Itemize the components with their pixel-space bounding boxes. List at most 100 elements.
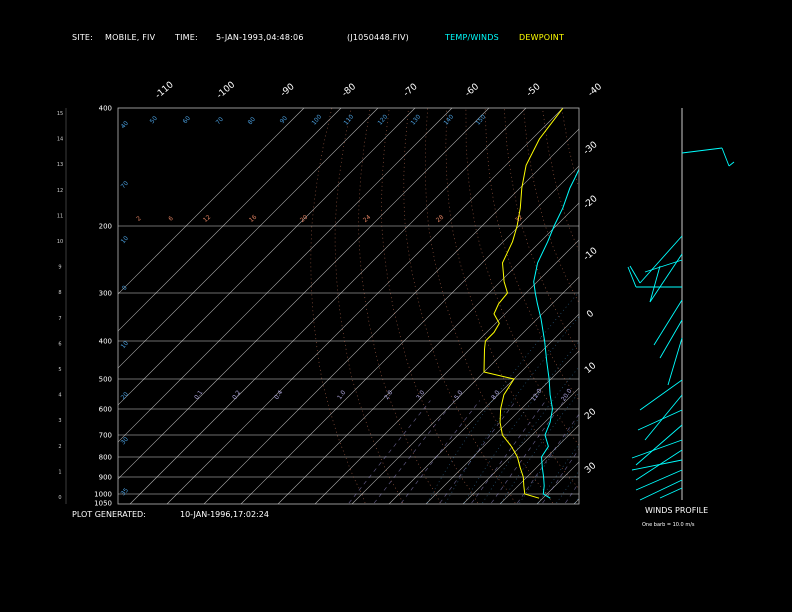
adiabat-label: 80 [247,116,257,126]
winds-profile-title: WINDS PROFILE [645,506,709,515]
top-isotherm-label: -90 [279,82,297,99]
temperature-line [533,168,579,499]
moist-adiabat-line [426,291,579,504]
dry-adiabat-line [581,108,792,503]
height-tick-label: 15 [57,111,63,117]
isotherm-line [499,424,579,504]
top-isotherm-label: -70 [402,82,420,99]
adiabat-label: 70 [215,116,225,126]
dry-adiabat-line [465,108,579,446]
dry-adiabat-line [358,108,441,504]
isotherm-line [536,461,579,504]
wind-barb [635,424,683,466]
top-isotherm-label: -60 [463,82,481,99]
left-adiabat-label: 30 [120,436,130,446]
left-adiabat-label: 70 [120,180,130,190]
moist-adiabat-line [500,391,579,504]
dry-adiabat-line [619,108,792,503]
height-tick-label: 12 [57,188,63,194]
isotherm-line [118,108,342,332]
wind-barb [659,319,683,359]
wind-barb [644,394,683,441]
mixing-ratio-label: 1.0 [336,389,347,401]
isotherm-line [118,108,379,369]
left-adiabat-label: 20 [120,391,130,401]
mixing-ratio-line [542,448,579,504]
right-isotherm-label: -30 [582,140,600,157]
isotherm-line [314,239,579,504]
dry-adiabat-line [424,108,553,504]
height-tick-label: 14 [57,137,63,143]
pressure-tick-label: 200 [99,223,112,231]
dry-adiabat-line [561,108,579,189]
moist-adiabat-line [612,226,792,503]
height-tick-label: 2 [58,444,61,450]
wind-barb [635,469,683,491]
theta-label: 6 [167,215,175,223]
height-tick-label: 9 [58,265,61,271]
wind-barb [637,409,683,431]
wind-barb [629,265,641,284]
wind-barb [639,379,683,411]
theta-label: 20 [299,214,309,224]
dry-adiabat-line [503,108,579,354]
isotherm-line [277,202,579,504]
pressure-tick-label: 700 [99,432,112,440]
plot-generated-label: PLOT GENERATED: [72,510,146,519]
wind-barb [649,265,661,303]
pressure-tick-label: 300 [99,290,112,298]
height-tick-label: 7 [58,316,61,322]
adiabat-label: 50 [149,115,159,125]
winds-barb-note: One barb = 10.0 m/s [642,522,695,528]
height-tick-label: 6 [58,341,61,347]
height-tick-label: 0 [58,495,61,501]
left-adiabat-label: 35 [120,487,130,497]
mixing-ratio-label: 5.0 [453,389,464,401]
height-tick-label: 1 [58,469,61,475]
mixing-ratio-label: 3.0 [415,389,426,401]
isotherm-line [573,498,579,504]
isotherm-line [129,108,527,504]
right-isotherm-label: -10 [582,246,600,263]
wind-barb [639,479,683,501]
adiabat-label: 40 [120,120,130,130]
isotherm-line [685,108,792,504]
wind-barb [721,147,730,167]
file-id: (J1050448.FIV) [347,33,410,42]
wind-barb [644,259,683,273]
mixing-ratio-label: 2.0 [383,389,394,401]
moist-adiabat-line [445,316,579,504]
moist-adiabat-line [537,443,579,504]
site-value: MOBILE, FIV [105,33,156,42]
isotherm-line [611,108,792,504]
pressure-tick-label: 1000 [94,491,112,499]
moist-adiabat-line [463,341,579,504]
mixing-ratio-line [373,400,455,504]
isotherm-line [351,276,579,504]
top-isotherm-label: -80 [340,82,358,99]
wind-barb [728,161,735,167]
right-isotherm-label: 10 [583,361,598,376]
adiabat-label: 100 [310,113,323,126]
pressure-tick-label: 600 [99,406,112,414]
mixing-ratio-line [348,400,431,504]
wind-barb [659,487,683,499]
dry-adiabat-line [677,108,792,503]
moist-adiabat-line [631,226,792,503]
right-isotherm-label: 0 [585,309,596,321]
mixing-ratio-line [400,400,480,504]
pressure-tick-label: 500 [99,376,112,384]
dry-adiabat-line [484,108,579,401]
height-tick-label: 10 [57,239,63,245]
wind-barb [667,337,683,386]
top-isotherm-label: -50 [525,82,543,99]
top-isotherm-label: -100 [215,80,237,101]
dry-adiabat-line [445,108,579,489]
left-adiabat-label: 0 [121,284,129,292]
wind-barb [631,459,683,471]
left-adiabat-label: 10 [120,235,130,245]
theta-label: 24 [362,214,372,224]
isotherm-line [388,313,579,504]
time-label: TIME: [175,33,198,42]
